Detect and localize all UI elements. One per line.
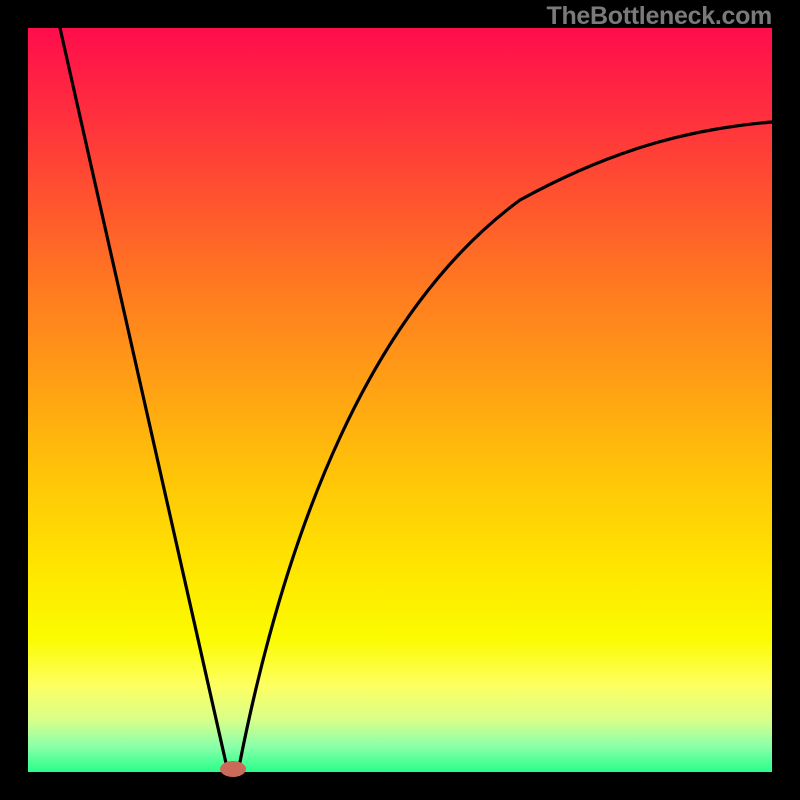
chart-container: TheBottleneck.com bbox=[0, 0, 800, 800]
watermark-text: TheBottleneck.com bbox=[546, 2, 772, 31]
bottleneck-curve bbox=[60, 28, 772, 772]
minimum-marker bbox=[220, 761, 246, 777]
curve-layer bbox=[0, 0, 800, 800]
